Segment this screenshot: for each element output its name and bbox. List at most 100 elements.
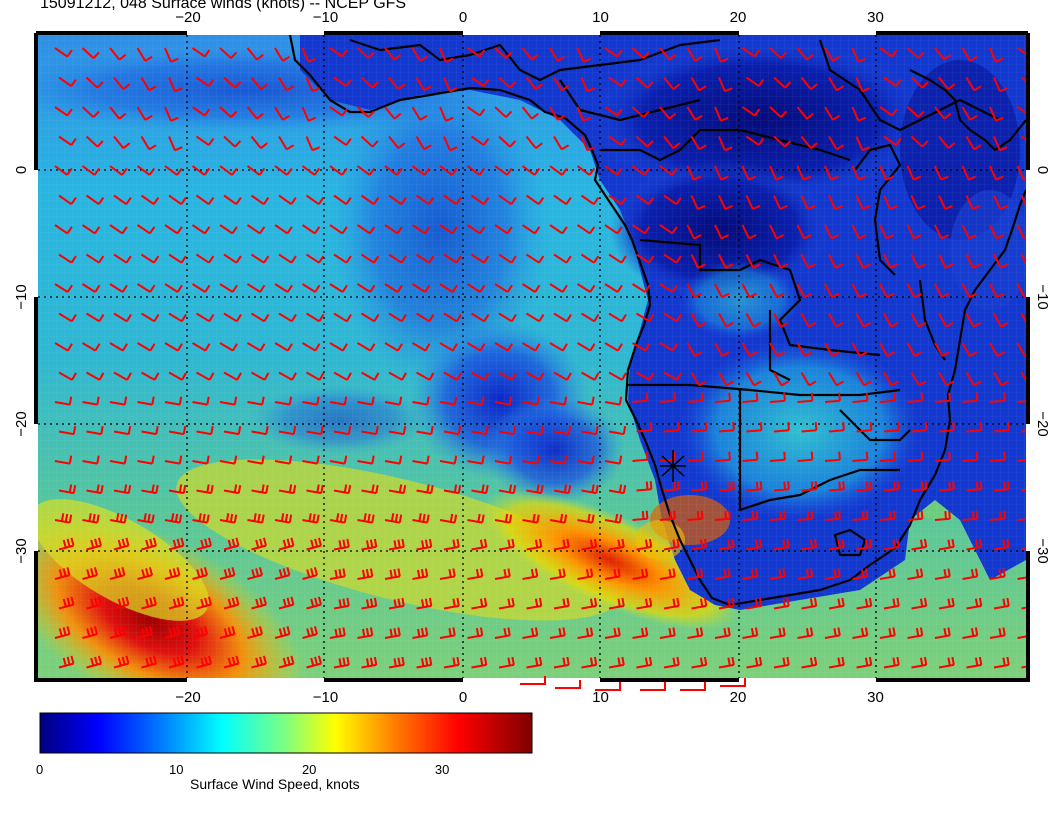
wind-barb <box>989 47 1004 63</box>
wind-barb <box>168 655 185 669</box>
wind-barb <box>993 254 1009 269</box>
wind-barb <box>361 371 380 381</box>
wind-barb <box>54 47 73 58</box>
wind-barb <box>659 165 678 176</box>
wind-barb <box>494 627 511 639</box>
wind-barb <box>549 47 566 62</box>
wind-barb <box>471 656 488 669</box>
wind-barb <box>608 135 627 146</box>
wind-barb <box>301 106 317 122</box>
wind-barb <box>109 626 126 639</box>
wind-barb <box>934 568 951 580</box>
wind-barb <box>522 455 540 465</box>
wind-barb <box>742 627 759 639</box>
wind-barb <box>879 392 896 403</box>
wind-barb <box>274 342 293 352</box>
wind-barb <box>525 135 543 149</box>
wind-barb <box>796 165 812 181</box>
wind-barb <box>333 312 352 323</box>
wind-barb <box>746 538 763 551</box>
wind-barb <box>498 194 517 206</box>
wind-barb <box>470 76 490 87</box>
wind-barb <box>86 371 105 381</box>
wind-barb <box>934 342 950 357</box>
wind-barb <box>989 342 1005 357</box>
wind-barb <box>82 513 100 524</box>
wind-barb <box>686 165 702 181</box>
wind-barb <box>879 224 895 240</box>
wind-barb <box>195 135 215 146</box>
wind-barb <box>824 106 841 121</box>
wind-barb <box>522 627 539 639</box>
wind-barb <box>191 47 211 58</box>
wind-barb <box>522 396 540 406</box>
wind-barb <box>742 392 759 403</box>
wind-barb <box>305 253 325 264</box>
wind-barb <box>191 283 211 293</box>
wind-barb <box>274 455 293 465</box>
wind-barb <box>416 484 434 495</box>
wind-barb <box>191 106 211 117</box>
wind-barb <box>196 537 212 551</box>
wind-barb <box>439 513 458 524</box>
wind-barb <box>388 656 405 669</box>
wind-barb <box>993 371 1010 387</box>
wind-barb <box>636 538 653 551</box>
wind-barb <box>800 135 818 149</box>
wind-barb <box>632 392 649 403</box>
wind-barb <box>247 396 265 406</box>
wind-barb <box>81 224 101 235</box>
wind-barb <box>1016 224 1026 240</box>
wind-barb <box>741 106 761 117</box>
wind-barb <box>965 371 982 387</box>
wind-barb <box>690 195 706 211</box>
wind-barb <box>824 568 841 580</box>
wind-barb <box>879 568 896 580</box>
wind-barb <box>549 627 566 639</box>
wind-barb <box>136 224 156 235</box>
wind-barb <box>581 371 600 381</box>
wind-barb <box>164 283 183 293</box>
wind-barb <box>333 538 350 551</box>
wind-barb <box>164 47 179 63</box>
wind-barb <box>549 283 568 293</box>
wind-barb <box>388 371 407 381</box>
wind-barb <box>824 165 839 181</box>
wind-barb <box>356 165 376 176</box>
wind-barb <box>773 76 792 89</box>
wind-barb <box>581 538 598 551</box>
wind-barb <box>274 165 293 176</box>
wind-barb <box>745 313 762 328</box>
wind-barb <box>663 312 682 323</box>
wind-barb <box>746 481 763 492</box>
wind-barb <box>136 47 153 62</box>
wind-barb <box>384 224 403 235</box>
wind-barb <box>553 253 572 264</box>
wind-barb <box>439 455 458 465</box>
wind-barb <box>796 47 814 61</box>
wind-barb <box>360 253 380 264</box>
wind-barb <box>824 627 841 639</box>
wind-barb <box>690 313 707 328</box>
wind-barb <box>993 597 1010 610</box>
wind-barb <box>604 165 623 176</box>
wind-barb <box>384 106 402 120</box>
wind-barb <box>521 224 541 235</box>
wind-barb <box>113 135 131 149</box>
lon-tick-label: −10 <box>313 689 338 706</box>
wind-barb <box>911 481 928 492</box>
wind-barb <box>691 597 708 610</box>
wind-barb <box>965 313 982 328</box>
wind-barb <box>54 513 73 524</box>
wind-barb <box>580 312 600 323</box>
wind-barb <box>54 283 73 293</box>
wind-barb <box>388 194 407 206</box>
wind-barb <box>498 253 517 264</box>
wind-barb <box>278 426 297 436</box>
wind-barb <box>796 283 812 299</box>
wind-barb <box>608 656 625 669</box>
lon-tick-label: 20 <box>730 689 747 706</box>
wind-barb <box>219 283 238 293</box>
wind-barb <box>800 76 818 90</box>
